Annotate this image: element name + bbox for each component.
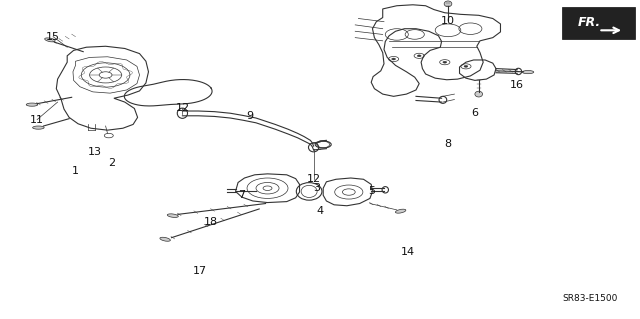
Text: 14: 14 [401, 247, 415, 257]
Text: 3: 3 [314, 183, 320, 193]
Text: 16: 16 [509, 79, 524, 90]
Text: FR.: FR. [577, 17, 600, 29]
Ellipse shape [475, 91, 483, 97]
Text: 18: 18 [204, 217, 218, 227]
Ellipse shape [522, 70, 534, 74]
Text: 11: 11 [30, 115, 44, 125]
Text: 10: 10 [441, 16, 455, 26]
Text: 17: 17 [193, 266, 207, 276]
Text: 12: 12 [175, 103, 189, 114]
Text: 5: 5 [368, 186, 374, 197]
Ellipse shape [396, 209, 406, 213]
Text: 9: 9 [246, 111, 253, 122]
Text: 12: 12 [307, 174, 321, 184]
Ellipse shape [33, 126, 44, 129]
Ellipse shape [45, 38, 55, 42]
Circle shape [464, 65, 468, 67]
Circle shape [392, 58, 396, 60]
Text: 6: 6 [472, 108, 478, 118]
Ellipse shape [444, 1, 452, 7]
Circle shape [443, 61, 447, 63]
Text: 7: 7 [238, 189, 246, 200]
Text: 4: 4 [316, 205, 324, 216]
Ellipse shape [160, 237, 170, 241]
Text: SR83-E1500: SR83-E1500 [562, 294, 618, 303]
Text: 13: 13 [88, 146, 102, 157]
Text: 8: 8 [444, 138, 452, 149]
Text: 2: 2 [108, 158, 116, 168]
Text: 15: 15 [46, 32, 60, 42]
Ellipse shape [167, 214, 179, 218]
Circle shape [417, 55, 421, 57]
Ellipse shape [26, 103, 38, 106]
FancyBboxPatch shape [562, 7, 635, 39]
Text: 1: 1 [72, 166, 79, 176]
